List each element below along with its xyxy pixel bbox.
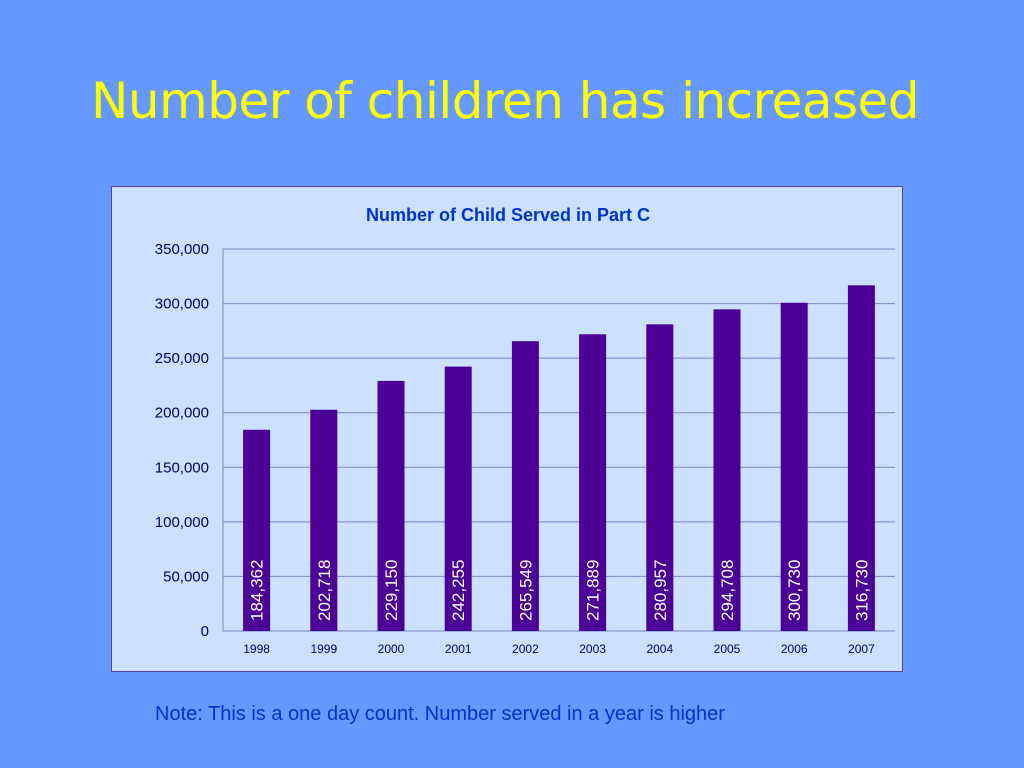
bar-value-label: 242,255 bbox=[449, 560, 468, 621]
x-tick-label: 2006 bbox=[781, 642, 808, 656]
x-tick-label: 2003 bbox=[579, 642, 606, 656]
y-axis-tick-labels: 0 50,000 100,000 150,000 200,000 250,000 300,0… bbox=[155, 241, 209, 640]
slide-title: Number of children has increased bbox=[90, 72, 920, 130]
bar-1998 bbox=[243, 429, 271, 631]
bar-value-label: 184,362 bbox=[248, 560, 267, 621]
bar-2003 bbox=[579, 334, 607, 631]
bar-value-label: 300,730 bbox=[785, 560, 804, 621]
x-tick-label: 2005 bbox=[714, 642, 741, 656]
footnote: Note: This is a one day count. Number se… bbox=[155, 703, 725, 725]
y-tick-label: 150,000 bbox=[155, 459, 209, 476]
bar-2007 bbox=[847, 285, 875, 631]
bar-2002 bbox=[511, 341, 539, 631]
bar-chart: Number of Child Served in Part C 0 50,000… bbox=[155, 205, 895, 656]
bar-value-label: 229,150 bbox=[382, 560, 401, 621]
bar-value-label: 265,549 bbox=[516, 560, 535, 621]
y-tick-label: 300,000 bbox=[155, 296, 209, 313]
y-tick-label: 100,000 bbox=[155, 514, 209, 531]
bar-value-label: 294,708 bbox=[718, 560, 737, 621]
bar-value-label: 271,889 bbox=[584, 560, 603, 621]
bar-2006 bbox=[780, 302, 808, 631]
bar-2004 bbox=[646, 324, 674, 631]
y-tick-label: 200,000 bbox=[155, 405, 209, 422]
chart-title: Number of Child Served in Part C bbox=[366, 205, 650, 225]
bar-2001 bbox=[444, 366, 472, 631]
bars: 184,362 202,718 229,150 242,255 265,549 271,8… bbox=[243, 285, 875, 631]
y-tick-label: 250,000 bbox=[155, 350, 209, 367]
x-tick-label: 2001 bbox=[445, 642, 472, 656]
x-tick-label: 2004 bbox=[646, 642, 673, 656]
bar-2000 bbox=[377, 380, 405, 631]
x-tick-label: 1998 bbox=[243, 642, 270, 656]
x-axis-tick-labels: 1998 1999 2000 2001 2002 2003 2004 2005 2006 2007 bbox=[243, 642, 875, 656]
y-tick-label: 0 bbox=[201, 623, 209, 640]
chart-frame: Number of Child Served in Part C 0 50,000… bbox=[111, 186, 903, 672]
bar-1999 bbox=[310, 409, 338, 631]
bar-value-label: 280,957 bbox=[651, 560, 670, 621]
bar-2005 bbox=[713, 309, 741, 631]
x-tick-label: 2002 bbox=[512, 642, 539, 656]
y-tick-label: 50,000 bbox=[163, 568, 209, 585]
y-tick-label: 350,000 bbox=[155, 241, 209, 258]
bar-value-label: 202,718 bbox=[315, 560, 334, 621]
bar-value-label: 316,730 bbox=[852, 560, 871, 621]
x-tick-label: 1999 bbox=[310, 642, 337, 656]
x-tick-label: 2000 bbox=[378, 642, 405, 656]
x-tick-label: 2007 bbox=[848, 642, 875, 656]
